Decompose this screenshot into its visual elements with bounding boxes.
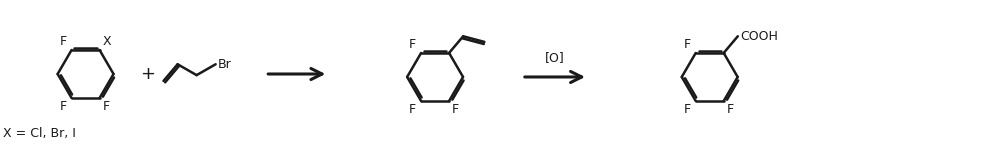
Text: F: F: [409, 38, 416, 51]
Text: X: X: [103, 35, 111, 48]
Text: F: F: [727, 103, 734, 116]
Text: [O]: [O]: [545, 51, 565, 64]
Text: Br: Br: [218, 58, 231, 71]
Text: F: F: [452, 103, 459, 116]
Text: X = Cl, Br, I: X = Cl, Br, I: [3, 127, 76, 140]
Text: F: F: [103, 100, 110, 113]
Text: +: +: [140, 65, 155, 83]
Text: F: F: [59, 100, 67, 113]
Text: F: F: [59, 35, 67, 48]
Text: F: F: [684, 38, 691, 51]
Text: F: F: [684, 103, 691, 116]
Text: COOH: COOH: [740, 30, 778, 43]
Text: F: F: [409, 103, 416, 116]
